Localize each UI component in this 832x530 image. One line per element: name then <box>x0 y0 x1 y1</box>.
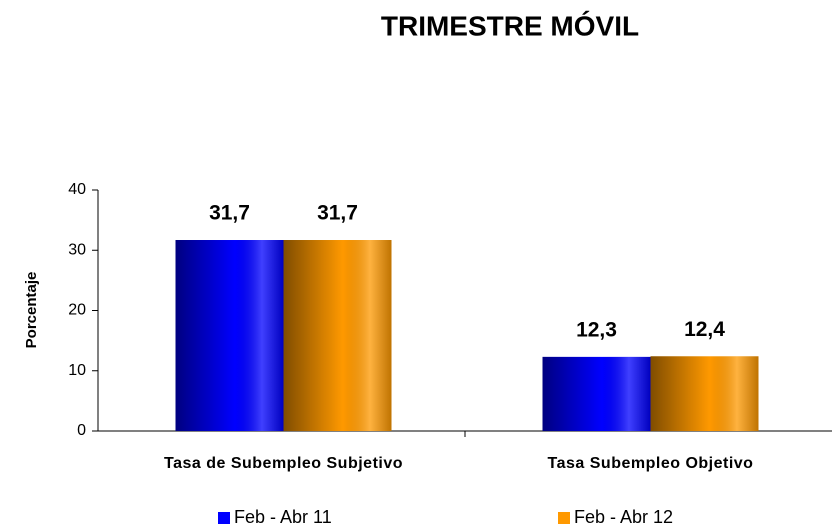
data-label: 31,7 <box>209 202 250 225</box>
chart-title: TRIMESTRE MÓVIL <box>381 10 639 41</box>
bar <box>650 356 759 431</box>
bar <box>175 240 284 431</box>
x-tick-label: Tasa Subempleo Objetivo <box>548 455 754 472</box>
y-tick-label: 0 <box>77 422 86 439</box>
bar <box>542 356 651 431</box>
data-label: 12,3 <box>576 318 617 341</box>
data-label: 12,4 <box>684 318 725 341</box>
y-tick-label: 10 <box>68 362 86 379</box>
x-tick-label: Tasa de Subempleo Subjetivo <box>164 455 403 472</box>
y-tick-label: 30 <box>68 241 86 258</box>
legend-swatch <box>218 512 230 524</box>
y-tick-label: 40 <box>68 181 86 198</box>
legend-label: Feb - Abr 11 <box>234 507 332 527</box>
legend-swatch <box>558 512 570 524</box>
bar <box>283 240 392 431</box>
data-label: 31,7 <box>317 202 358 225</box>
y-tick-label: 20 <box>68 302 86 319</box>
legend-label: Feb - Abr 12 <box>574 507 673 527</box>
y-axis-label: Porcentaje <box>23 272 40 349</box>
